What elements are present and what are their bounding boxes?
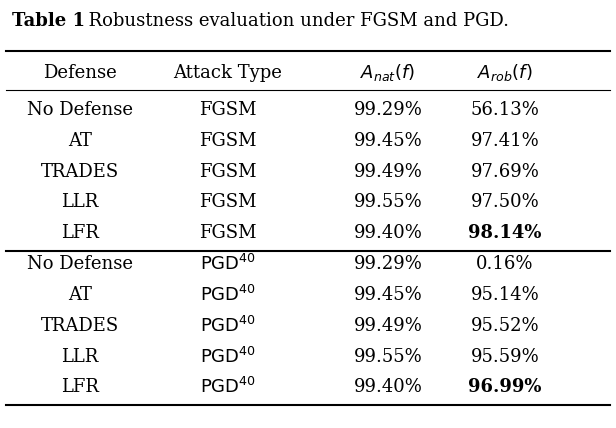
Text: LLR: LLR xyxy=(62,348,99,366)
Text: AT: AT xyxy=(68,132,92,150)
Text: AT: AT xyxy=(68,286,92,304)
Text: No Defense: No Defense xyxy=(27,101,133,119)
Text: 0.16%: 0.16% xyxy=(476,255,534,273)
Text: 97.69%: 97.69% xyxy=(471,163,540,181)
Text: LFR: LFR xyxy=(61,224,99,242)
Text: $\mathrm{PGD}^{40}$: $\mathrm{PGD}^{40}$ xyxy=(200,347,256,367)
Text: 97.50%: 97.50% xyxy=(471,193,540,211)
Text: 99.45%: 99.45% xyxy=(354,286,423,304)
Text: 99.40%: 99.40% xyxy=(354,224,423,242)
Text: . Robustness evaluation under FGSM and PGD.: . Robustness evaluation under FGSM and P… xyxy=(77,12,509,30)
Text: FGSM: FGSM xyxy=(199,193,257,211)
Text: 96.99%: 96.99% xyxy=(468,378,542,396)
Text: FGSM: FGSM xyxy=(199,101,257,119)
Text: FGSM: FGSM xyxy=(199,132,257,150)
Text: Defense: Defense xyxy=(43,64,117,82)
Text: $A_{nat}(f)$: $A_{nat}(f)$ xyxy=(360,62,416,83)
Text: 97.41%: 97.41% xyxy=(471,132,540,150)
Text: 95.14%: 95.14% xyxy=(471,286,540,304)
Text: FGSM: FGSM xyxy=(199,224,257,242)
Text: 99.49%: 99.49% xyxy=(354,317,423,335)
Text: 56.13%: 56.13% xyxy=(471,101,540,119)
Text: Table 1: Table 1 xyxy=(12,12,86,30)
Text: $\mathrm{PGD}^{40}$: $\mathrm{PGD}^{40}$ xyxy=(200,316,256,336)
Text: 99.45%: 99.45% xyxy=(354,132,423,150)
Text: $\mathrm{PGD}^{40}$: $\mathrm{PGD}^{40}$ xyxy=(200,285,256,305)
Text: TRADES: TRADES xyxy=(41,163,120,181)
Text: 99.40%: 99.40% xyxy=(354,378,423,396)
Text: Attack Type: Attack Type xyxy=(174,64,282,82)
Text: LLR: LLR xyxy=(62,193,99,211)
Text: 99.49%: 99.49% xyxy=(354,163,423,181)
Text: FGSM: FGSM xyxy=(199,163,257,181)
Text: 95.52%: 95.52% xyxy=(471,317,540,335)
Text: $\mathrm{PGD}^{40}$: $\mathrm{PGD}^{40}$ xyxy=(200,377,256,398)
Text: 99.29%: 99.29% xyxy=(354,101,423,119)
Text: 98.14%: 98.14% xyxy=(468,224,542,242)
Text: 99.55%: 99.55% xyxy=(354,193,423,211)
Text: No Defense: No Defense xyxy=(27,255,133,273)
Text: 99.55%: 99.55% xyxy=(354,348,423,366)
Text: LFR: LFR xyxy=(61,378,99,396)
Text: 99.29%: 99.29% xyxy=(354,255,423,273)
Text: $\mathrm{PGD}^{40}$: $\mathrm{PGD}^{40}$ xyxy=(200,254,256,274)
Text: 95.59%: 95.59% xyxy=(471,348,540,366)
Text: TRADES: TRADES xyxy=(41,317,120,335)
Text: $A_{rob}(f)$: $A_{rob}(f)$ xyxy=(477,62,533,83)
